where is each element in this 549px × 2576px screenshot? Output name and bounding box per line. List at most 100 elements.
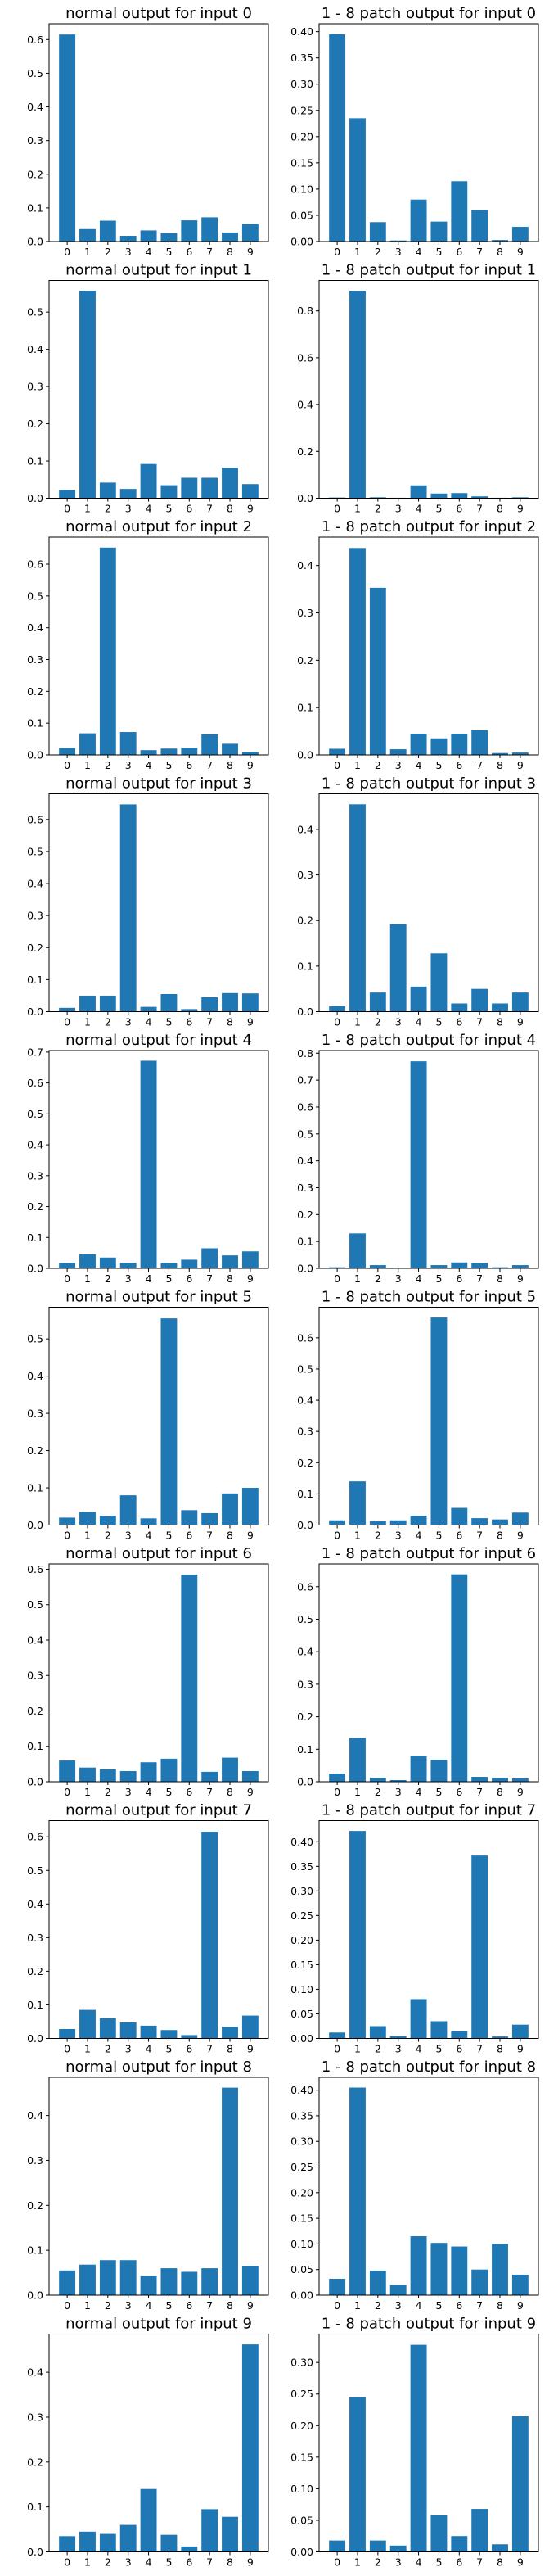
bar-6 [181,477,198,499]
x-tick-label: 7 [476,2043,483,2055]
x-tick-label: 7 [206,759,213,771]
bar-4 [140,230,157,242]
y-tick-label: 0.4 [297,1394,313,1407]
y-tick-label: 0.30 [290,2135,313,2148]
x-tick-label: 9 [247,1530,254,1542]
y-tick-label: 0.30 [290,1885,313,1897]
axes-frame [318,1050,539,1269]
y-tick-label: 0.2 [297,915,313,927]
y-tick-label: 0.6 [297,1580,313,1593]
y-tick-label: 0.1 [27,455,43,468]
x-tick-label: 6 [456,1786,462,1798]
x-tick-label: 0 [334,503,340,515]
bar-6 [451,493,468,499]
x-tick-label: 1 [84,1530,91,1542]
bar-8 [222,2087,238,2295]
x-tick-label: 2 [375,1016,381,1028]
bar-2 [99,2533,116,2552]
bar-0 [59,1760,76,1782]
bar-1 [349,291,366,499]
bar-1 [79,1254,96,1268]
x-tick-label: 7 [476,2299,483,2312]
x-tick-label: 5 [435,1530,442,1542]
x-tick-label: 4 [416,1272,422,1285]
y-tick-label: 0.4 [297,1646,313,1658]
bar-5 [430,2021,448,2039]
y-tick-label: 0.1 [27,2244,43,2257]
x-tick-label: 4 [416,759,422,771]
y-tick-label: 0.25 [290,1909,313,1922]
axes-frame [48,2077,269,2296]
y-tick-label: 0.05 [290,2263,313,2275]
x-tick-label: 8 [227,1272,233,1285]
chart-5: 1 - 8 patch output for input 2 0.0 0.1 0.2 0… [297,518,539,771]
bar-2 [369,1778,386,1782]
bar-4 [410,1999,427,2039]
bar-3 [119,1771,137,1782]
y-tick-label: 0.5 [297,1363,313,1375]
x-tick-label: 7 [476,2556,483,2569]
chart-title: 1 - 8 patch output for input 5 [322,1289,536,1306]
bar-8 [492,240,508,242]
bar-7 [471,1855,488,2039]
x-tick-label: 3 [125,2299,132,2312]
chart-title: normal output for input 5 [65,1289,252,1306]
bar-8 [222,1493,238,1525]
axes-frame [48,793,269,1012]
chart-title: 1 - 8 patch output for input 6 [322,1545,536,1562]
bar-5 [160,2030,178,2039]
y-tick-label: 0.0 [27,2289,43,2302]
y-tick-label: 0.0 [297,749,313,762]
bar-4 [410,199,427,242]
y-tick-label: 0.2 [27,1965,43,1977]
bar-6 [451,733,468,755]
y-tick-label: 0.6 [297,1331,313,1344]
bar-5 [430,1317,448,1525]
x-tick-label: 4 [146,246,152,258]
y-tick-label: 0.0 [297,1263,313,1275]
y-tick-label: 0.0 [297,1006,313,1018]
y-tick-label: 0.10 [290,2238,313,2250]
x-tick-label: 3 [125,2556,132,2569]
bar-8 [222,1757,238,1782]
bar-2 [99,995,116,1012]
x-tick-label: 6 [456,246,462,258]
y-tick-label: 0.2 [27,1200,43,1213]
bar-5 [160,2268,178,2295]
bar-3 [119,804,137,1012]
chart-title: 1 - 8 patch output for input 9 [322,2316,536,2333]
x-tick-label: 2 [105,1016,111,1028]
x-tick-label: 6 [456,759,462,771]
bar-3 [389,2285,407,2295]
y-tick-label: 0.0 [27,1263,43,1275]
x-tick-label: 3 [395,503,402,515]
x-tick-label: 7 [476,246,483,258]
x-tick-label: 0 [334,246,340,258]
x-tick-label: 5 [165,1786,172,1798]
x-tick-label: 1 [354,759,361,771]
axes-frame [318,1307,539,1525]
y-tick-label: 0.1 [27,1999,43,2011]
x-tick-label: 2 [105,2299,111,2312]
x-tick-label: 2 [375,1272,381,1285]
x-tick-label: 6 [456,1530,462,1542]
y-tick-label: 0.6 [27,558,43,571]
bar-0 [59,490,76,499]
chart-19: 1 - 8 patch output for input 9 0.00 0.05 0.… [290,2316,539,2569]
chart-7: 1 - 8 patch output for input 3 0.0 0.1 0.2 0… [297,775,539,1028]
x-tick-label: 0 [64,503,70,515]
x-tick-label: 9 [517,503,524,515]
y-tick-label: 0.3 [27,910,43,922]
x-tick-label: 6 [186,1786,192,1798]
bar-2 [99,220,116,242]
x-tick-label: 5 [435,1272,442,1285]
x-tick-label: 2 [105,759,111,771]
x-tick-label: 8 [497,2299,503,2312]
y-tick-label: 0.1 [297,1488,313,1500]
bar-8 [492,752,508,755]
bar-1 [349,548,366,755]
y-tick-label: 0.0 [297,1776,313,1788]
bar-5 [160,748,178,755]
x-tick-label: 1 [84,1786,91,1798]
x-tick-label: 7 [206,1016,213,1028]
